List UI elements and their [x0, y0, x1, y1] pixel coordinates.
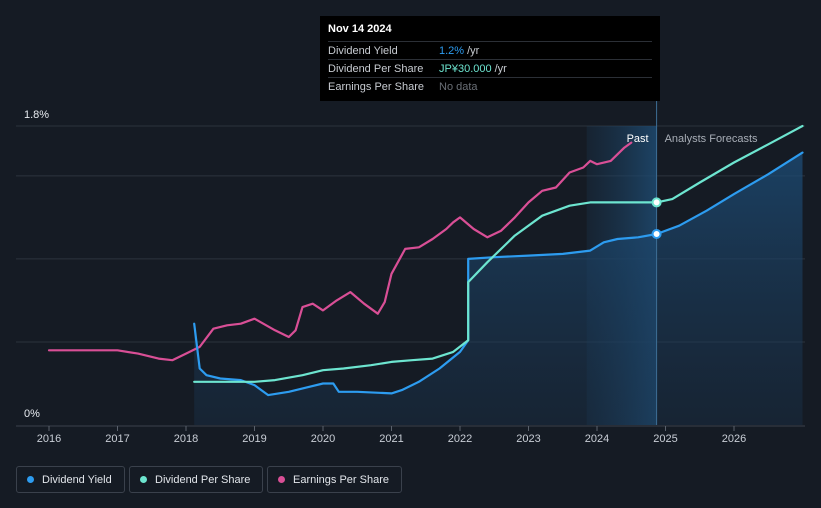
- legend-dot-icon: [140, 476, 147, 483]
- past-label: Past: [627, 133, 649, 145]
- tooltip: Nov 14 2024 Dividend Yield 1.2% /yr Divi…: [320, 16, 660, 101]
- y-tick-label: 0%: [24, 408, 40, 420]
- series-layer: [47, 124, 804, 397]
- x-tick-label: 2025: [653, 433, 677, 445]
- marker-layer: [651, 197, 662, 239]
- earnings-per-share-line: [47, 141, 633, 362]
- dividend-yield-marker: [651, 228, 662, 239]
- legend-dividend-per-share[interactable]: Dividend Per Share: [129, 466, 264, 493]
- x-tick-label: 2017: [105, 433, 129, 445]
- tooltip-label: Earnings Per Share: [328, 80, 424, 93]
- x-tick-label: 2019: [242, 433, 266, 445]
- x-tick-label: 2020: [311, 433, 335, 445]
- analysts-forecasts-label: Analysts Forecasts: [665, 133, 758, 145]
- tooltip-value: No data: [439, 80, 478, 93]
- dividend-per-share-line: [193, 124, 804, 383]
- dividend-yield-area: [194, 152, 803, 425]
- tooltip-row-earnings-per-share: Earnings Per Share No data: [328, 77, 652, 95]
- x-tick-label: 2021: [379, 433, 403, 445]
- x-tick-label: 2018: [174, 433, 198, 445]
- dividend-per-share-marker: [651, 197, 662, 208]
- x-tick-label: 2022: [448, 433, 472, 445]
- y-axis-labels: 1.8% 0%: [24, 109, 49, 420]
- legend-dividend-yield[interactable]: Dividend Yield: [16, 466, 125, 493]
- dividend-yield-line: [193, 151, 804, 397]
- tooltip-row-dividend-per-share: Dividend Per Share JP¥30.000 /yr: [328, 59, 652, 77]
- x-tick-label: 2023: [516, 433, 540, 445]
- tooltip-unit: /yr: [467, 44, 480, 57]
- legend-earnings-per-share[interactable]: Earnings Per Share: [267, 466, 402, 493]
- legend-label: Earnings Per Share: [293, 473, 389, 486]
- tooltip-value: JP¥30.000: [439, 62, 492, 75]
- tooltip-label: Dividend Per Share: [328, 62, 424, 75]
- tooltip-label: Dividend Yield: [328, 44, 398, 57]
- legend-dot-icon: [278, 476, 285, 483]
- y-tick-label: 1.8%: [24, 109, 49, 121]
- tooltip-unit: /yr: [494, 62, 507, 75]
- legend-label: Dividend Yield: [42, 473, 112, 486]
- x-tick-label: 2016: [37, 433, 61, 445]
- x-axis-labels: 2016 2017 2018 2019 2020 2021 2022 2023 2024 2025…: [37, 426, 746, 445]
- legend-label: Dividend Per Share: [155, 473, 251, 486]
- tooltip-row-dividend-yield: Dividend Yield 1.2% /yr: [328, 41, 652, 59]
- x-tick-label: 2024: [585, 433, 609, 445]
- tooltip-date: Nov 14 2024: [328, 23, 392, 35]
- x-tick-label: 2026: [722, 433, 746, 445]
- legend-dot-icon: [27, 476, 34, 483]
- tooltip-value: 1.2%: [439, 44, 465, 57]
- area-fill-layer: [194, 152, 803, 425]
